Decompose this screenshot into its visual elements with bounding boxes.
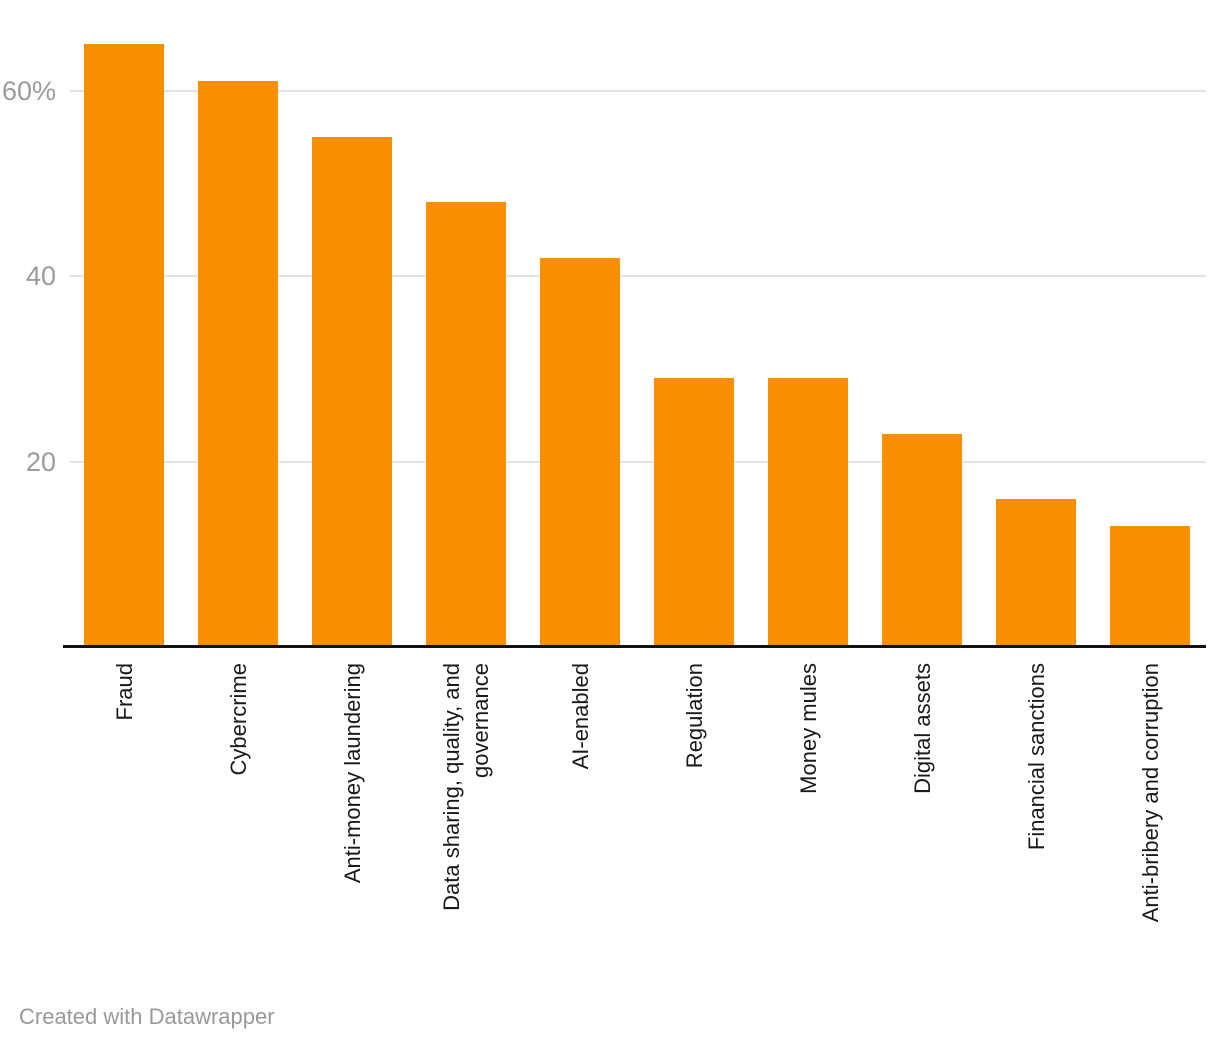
x-axis-label: Fraud [110, 663, 139, 958]
bar [1110, 526, 1190, 647]
x-axis-label: Data sharing, quality, and governance [437, 663, 495, 958]
bar [84, 44, 164, 647]
x-axis-label-line: Fraud [111, 663, 137, 721]
attribution: Created with Datawrapper [19, 1004, 275, 1029]
x-axis-label-line: governance [468, 663, 493, 778]
bar [312, 137, 392, 647]
x-axis-label: Regulation [680, 663, 709, 958]
x-axis-label: AI-enabled [566, 663, 595, 958]
x-axis-label: Anti-bribery and corruption [1136, 663, 1165, 958]
bar [768, 378, 848, 647]
x-axis-label: Digital assets [908, 663, 937, 958]
x-axis-label-line: Regulation [681, 663, 707, 769]
y-tick-label: 60% [1, 75, 56, 106]
x-axis-label-line: Anti-bribery and corruption [1137, 663, 1163, 923]
x-axis-label-line: Money mules [795, 663, 821, 794]
bar [540, 257, 620, 647]
x-axis-label-line: AI-enabled [567, 663, 593, 770]
x-axis-label: Money mules [794, 663, 823, 958]
gridline [70, 89, 1206, 92]
x-axis-label-line: Cybercrime [225, 663, 251, 776]
x-axis-label: Anti-money laundering [338, 663, 367, 958]
bar [996, 498, 1076, 647]
x-axis-line [63, 645, 1206, 648]
x-axis-label: Cybercrime [224, 663, 253, 958]
gridline [70, 460, 1206, 463]
x-axis-label-line: Anti-money laundering [339, 663, 365, 884]
x-axis-label-line: Digital assets [909, 663, 935, 794]
y-tick-label: 20 [25, 446, 56, 477]
bar [882, 433, 962, 647]
bar [426, 201, 506, 647]
gridline [70, 275, 1206, 278]
x-axis-label-line: Financial sanctions [1023, 663, 1049, 851]
bar [198, 81, 278, 647]
bar [654, 378, 734, 647]
x-axis-label: Financial sanctions [1022, 663, 1051, 958]
x-axis-label-line: Data sharing, quality, and [439, 663, 464, 911]
y-tick-label: 40 [25, 261, 56, 292]
